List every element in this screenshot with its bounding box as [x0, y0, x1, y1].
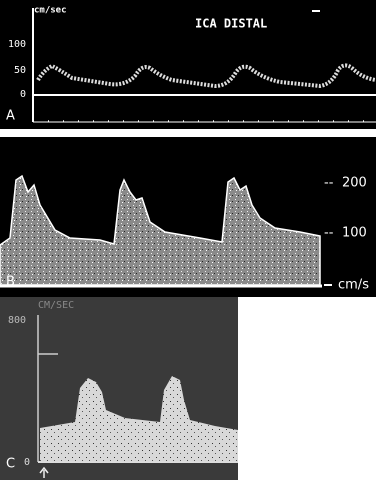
spectrum: [0, 174, 321, 286]
scale-label: 100: [8, 39, 26, 50]
panel-a: cm/sec ICA DISTAL 100 50 0 A: [0, 0, 376, 129]
panel-label: B: [6, 275, 15, 290]
scale-label: 50: [14, 65, 26, 76]
spectrum: [40, 376, 238, 462]
panel-c: CM/SEC 800 0 C: [0, 297, 238, 480]
panel-b: -- 200 -- 100 cm/s B: [0, 137, 376, 297]
arrow: [39, 466, 49, 478]
scale-dash: --: [324, 176, 334, 191]
unit-label: cm/sec: [34, 6, 67, 16]
panel-title: ICA DISTAL: [195, 17, 267, 31]
scale-dash: --: [324, 226, 334, 241]
scale-label: 100: [342, 226, 367, 241]
scale-label: 200: [342, 176, 367, 191]
panel-background: [0, 0, 376, 129]
unit-label: CM/SEC: [38, 300, 74, 311]
scale-label: 800: [8, 315, 26, 326]
panel-label: A: [6, 109, 15, 124]
unit-label: cm/s: [338, 278, 369, 293]
panel-label: C: [6, 457, 15, 472]
waveform: [36, 63, 376, 89]
scale-label: 0: [24, 457, 30, 468]
scale-label: 0: [20, 89, 26, 100]
